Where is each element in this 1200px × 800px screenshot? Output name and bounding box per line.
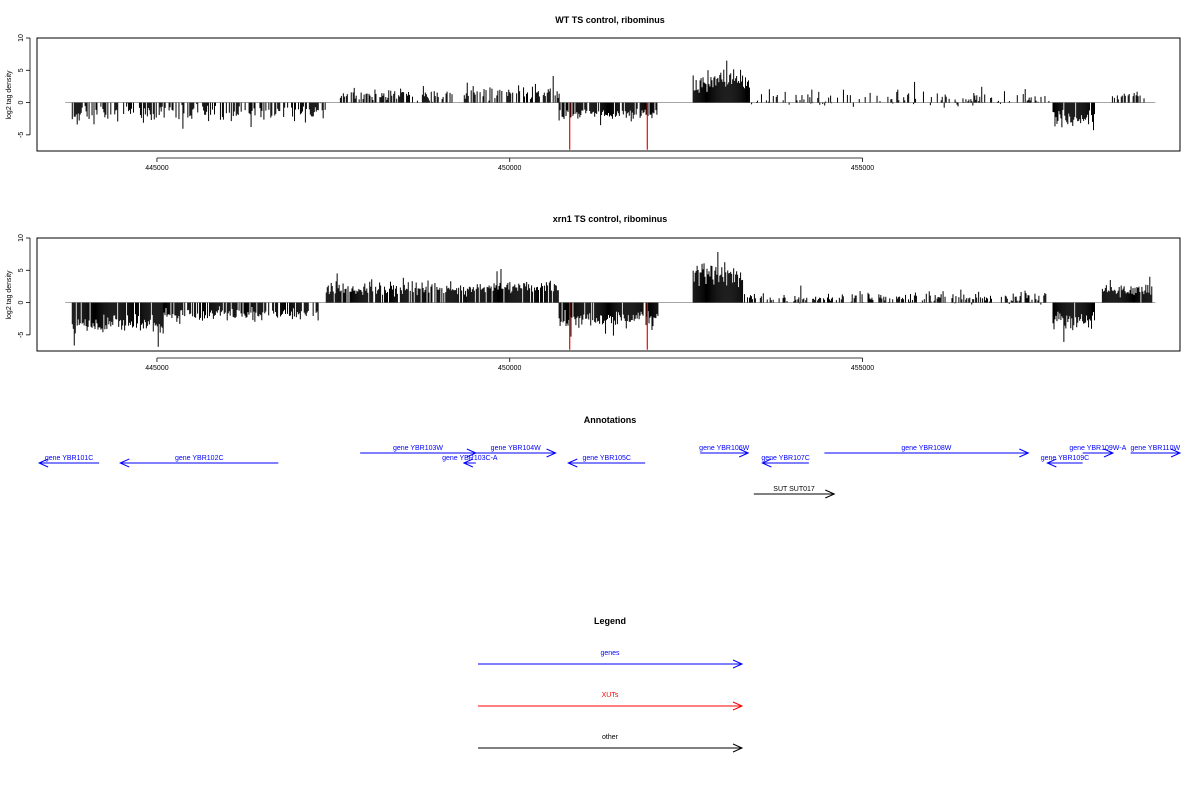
annotation-feature: gene YBR109C [1041, 455, 1090, 468]
feature-label: SUT SUT017 [773, 486, 815, 493]
panel-xrn1-title: xrn1 TS control, ribominus [553, 214, 668, 224]
annotations-title: Annotations [584, 415, 637, 425]
legend-panel: Legend genes XUTs other [478, 616, 744, 753]
legend-arrowhead [732, 743, 744, 753]
feature-arrowhead [37, 458, 49, 468]
panel-wt-frame [36, 37, 1181, 152]
feature-label: gene YBR103W [393, 445, 443, 452]
feature-label: gene YBR103C-A [442, 455, 498, 462]
panel-xrn1-bars [71, 252, 1153, 347]
feature-arrowhead [462, 458, 474, 468]
y-tick-label: 10 [18, 234, 25, 242]
legend-label: other [602, 734, 619, 741]
annotation-feature: gene YBR105C [567, 455, 646, 468]
feature-label: gene YBR102C [175, 455, 224, 462]
annotation-feature: gene YBR110W [1131, 445, 1182, 458]
annotation-feature: gene YBR109W-A [1069, 445, 1127, 458]
annotation-feature: gene YBR102C [119, 455, 279, 468]
annotation-features: gene YBR101C gene YBR102C gene YBR103W gene… [37, 445, 1182, 499]
panel-xrn1-x-axis: 445000 450000 455000 [145, 357, 874, 372]
annotation-feature: gene YBR106W [699, 445, 750, 458]
panel-wt-highlights [569, 102, 648, 150]
panel-xrn1-highlights [569, 302, 648, 350]
feature-label: gene YBR106W [699, 445, 749, 452]
panel-wt-bars [71, 60, 1145, 131]
feature-arrowhead [119, 458, 130, 468]
feature-arrowhead [546, 448, 557, 458]
x-tick-label: 450000 [498, 365, 521, 372]
annotation-feature: SUT SUT017 [753, 486, 836, 499]
feature-arrowhead [1046, 458, 1057, 468]
panel-wt-ylabel: log2 tag density [6, 70, 13, 120]
x-tick-label: 445000 [145, 365, 168, 372]
feature-label: gene YBR109C [1041, 455, 1090, 462]
feature-arrowhead [1170, 448, 1182, 458]
legend-arrowhead [732, 701, 744, 711]
y-tick-label: 5 [18, 268, 25, 272]
annotation-feature: gene YBR108W [824, 445, 1030, 458]
panel-wt-x-axis: 445000 450000 455000 [145, 157, 874, 172]
x-tick-label: 450000 [498, 165, 521, 172]
y-tick-label: 0 [18, 101, 25, 105]
feature-label: gene YBR104W [491, 445, 541, 452]
x-tick-label: 445000 [145, 165, 168, 172]
legend-items: genes XUTs other [478, 650, 744, 753]
panel-xrn1-y-axis: -5 0 5 10 [18, 234, 31, 338]
annotation-feature: gene YBR103C-A [442, 455, 498, 468]
legend-item: other [478, 734, 744, 753]
feature-label: gene YBR110W [1131, 445, 1181, 452]
feature-label: gene YBR109W-A [1069, 445, 1126, 452]
feature-arrowhead [761, 458, 772, 468]
legend-title: Legend [594, 616, 626, 626]
feature-arrowhead [825, 489, 836, 499]
panel-wt: WT TS control, ribominus log2 tag densit… [6, 15, 1181, 172]
x-tick-label: 455000 [851, 165, 874, 172]
feature-arrowhead [1019, 448, 1030, 458]
panel-wt-title: WT TS control, ribominus [555, 15, 665, 25]
annotations-panel: Annotations gene YBR101C gene YBR102Cgene… [37, 415, 1182, 499]
x-tick-label: 455000 [851, 365, 874, 372]
feature-label: gene YBR108W [901, 445, 951, 452]
legend-item: XUTs [478, 692, 744, 711]
annotation-feature: gene YBR101C [37, 455, 100, 468]
feature-arrowhead [738, 448, 750, 458]
panel-xrn1: xrn1 TS control, ribominus log2 tag dens… [6, 214, 1181, 372]
y-tick-label: 5 [18, 68, 25, 72]
feature-label: gene YBR105C [582, 455, 631, 462]
feature-arrowhead [1103, 448, 1115, 458]
y-tick-label: 10 [18, 34, 25, 42]
legend-arrowhead [732, 659, 744, 669]
y-tick-label: -5 [18, 132, 25, 138]
legend-label: genes [600, 650, 620, 657]
y-tick-label: -5 [18, 332, 25, 338]
y-tick-label: 0 [18, 301, 25, 305]
annotation-feature: gene YBR107C [761, 455, 810, 468]
legend-item: genes [478, 650, 744, 669]
panel-xrn1-ylabel: log2 tag density [6, 270, 13, 320]
legend-label: XUTs [602, 692, 619, 699]
panel-wt-y-axis: -5 0 5 10 [18, 34, 31, 138]
annotation-feature: gene YBR104W [475, 445, 557, 458]
feature-label: gene YBR101C [45, 455, 94, 462]
feature-label: gene YBR107C [761, 455, 810, 462]
panel-xrn1-frame [36, 237, 1181, 352]
feature-arrowhead [567, 458, 578, 468]
